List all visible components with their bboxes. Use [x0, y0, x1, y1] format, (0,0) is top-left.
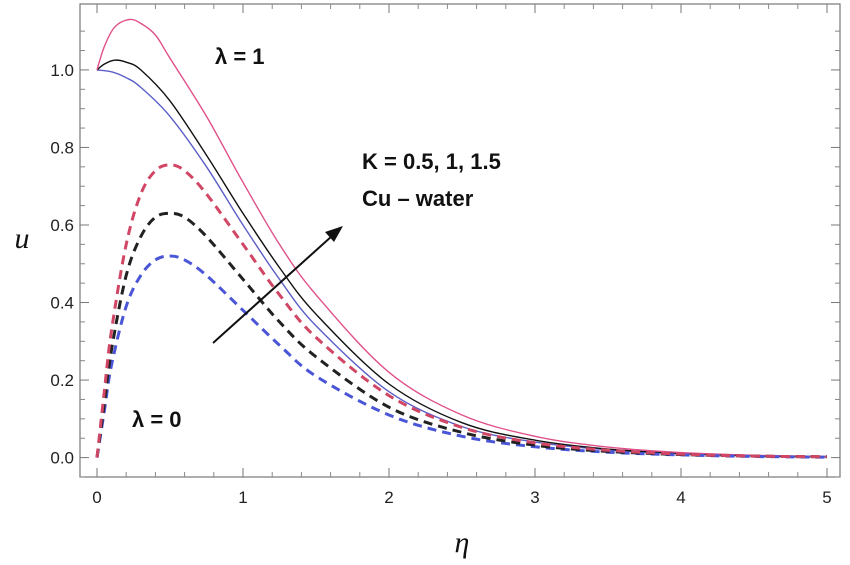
y-tick-label: 1.0	[50, 61, 74, 80]
annotation-lambda-1: λ = 1	[215, 44, 265, 69]
plot-frame	[79, 3, 841, 478]
x-tick-label: 1	[238, 488, 247, 507]
annotation-fluid: Cu – water	[362, 186, 474, 211]
series-line-lambda1-k1_5	[96, 18, 828, 458]
y-tick-label: 0.2	[50, 371, 74, 390]
x-tick-label: 2	[384, 488, 393, 507]
y-tick-label: 0.8	[50, 138, 74, 157]
series-line-lambda0-k1_5	[95, 163, 828, 459]
x-tick-label: 5	[822, 488, 831, 507]
y-tick-label: 0.4	[50, 294, 74, 313]
series-line-lambda0-k0_5	[95, 254, 828, 459]
annotation-k-values: K = 0.5, 1, 1.5	[362, 149, 501, 174]
ticks: 0 1 2 3 4 5 0.0 0.2 0.4 0.6 0.8 1.0	[50, 4, 840, 507]
annotation-lambda-0: λ = 0	[132, 407, 182, 432]
y-tick-label: 0.6	[50, 216, 74, 235]
series-layer	[95, 18, 828, 459]
trend-arrow-head	[325, 226, 343, 242]
x-tick-label: 3	[530, 488, 539, 507]
series-line-lambda0-k1	[95, 211, 828, 459]
x-axis-label: η	[455, 526, 470, 559]
x-tick-label: 0	[92, 488, 101, 507]
x-tick-label: 4	[676, 488, 685, 507]
y-axis-label: u	[15, 222, 30, 255]
y-tick-label: 0.0	[50, 449, 74, 468]
trend-arrow-line	[212, 235, 333, 344]
